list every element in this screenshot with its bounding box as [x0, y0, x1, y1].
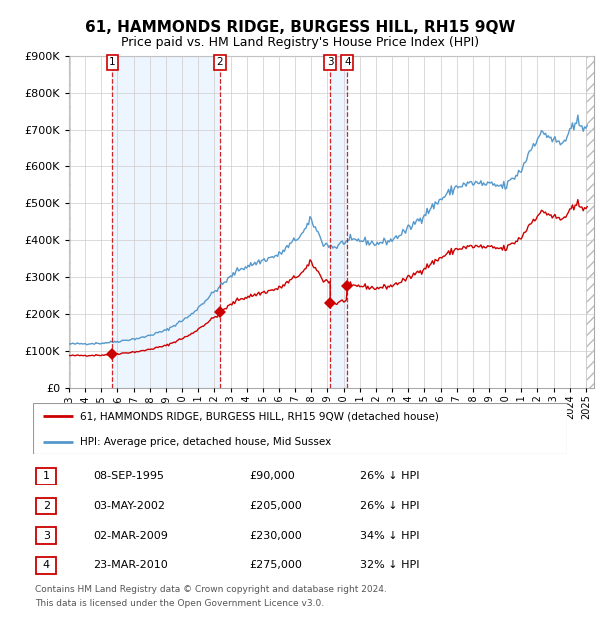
- Text: 61, HAMMONDS RIDGE, BURGESS HILL, RH15 9QW: 61, HAMMONDS RIDGE, BURGESS HILL, RH15 9…: [85, 20, 515, 35]
- Bar: [112, 56, 220, 388]
- Text: Contains HM Land Registry data © Crown copyright and database right 2024.: Contains HM Land Registry data © Crown c…: [35, 585, 386, 595]
- Text: Price paid vs. HM Land Registry's House Price Index (HPI): Price paid vs. HM Land Registry's House …: [121, 36, 479, 49]
- Text: 4: 4: [43, 560, 50, 570]
- Text: 1: 1: [43, 471, 50, 481]
- Text: £230,000: £230,000: [249, 531, 302, 541]
- FancyBboxPatch shape: [36, 497, 56, 515]
- Text: 34% ↓ HPI: 34% ↓ HPI: [360, 531, 419, 541]
- Text: 26% ↓ HPI: 26% ↓ HPI: [360, 501, 419, 511]
- Text: HPI: Average price, detached house, Mid Sussex: HPI: Average price, detached house, Mid …: [80, 436, 331, 446]
- Text: 4: 4: [344, 57, 350, 67]
- Bar: [586, 56, 594, 388]
- Text: £275,000: £275,000: [249, 560, 302, 570]
- Bar: [330, 56, 347, 388]
- Text: 3: 3: [43, 531, 50, 541]
- FancyBboxPatch shape: [36, 527, 56, 544]
- Text: 2: 2: [217, 57, 223, 67]
- Bar: [69, 56, 70, 388]
- Text: This data is licensed under the Open Government Licence v3.0.: This data is licensed under the Open Gov…: [35, 599, 324, 608]
- Text: 3: 3: [327, 57, 334, 67]
- Text: £205,000: £205,000: [249, 501, 302, 511]
- FancyBboxPatch shape: [33, 403, 567, 454]
- Text: 08-SEP-1995: 08-SEP-1995: [93, 471, 164, 481]
- Text: 1: 1: [109, 57, 116, 67]
- Text: 32% ↓ HPI: 32% ↓ HPI: [360, 560, 419, 570]
- Text: 26% ↓ HPI: 26% ↓ HPI: [360, 471, 419, 481]
- FancyBboxPatch shape: [36, 557, 56, 574]
- FancyBboxPatch shape: [36, 467, 56, 485]
- Text: 2: 2: [43, 501, 50, 511]
- Text: £90,000: £90,000: [249, 471, 295, 481]
- Text: 23-MAR-2010: 23-MAR-2010: [93, 560, 168, 570]
- Text: 02-MAR-2009: 02-MAR-2009: [93, 531, 168, 541]
- Text: 61, HAMMONDS RIDGE, BURGESS HILL, RH15 9QW (detached house): 61, HAMMONDS RIDGE, BURGESS HILL, RH15 9…: [80, 411, 439, 421]
- Text: 03-MAY-2002: 03-MAY-2002: [93, 501, 165, 511]
